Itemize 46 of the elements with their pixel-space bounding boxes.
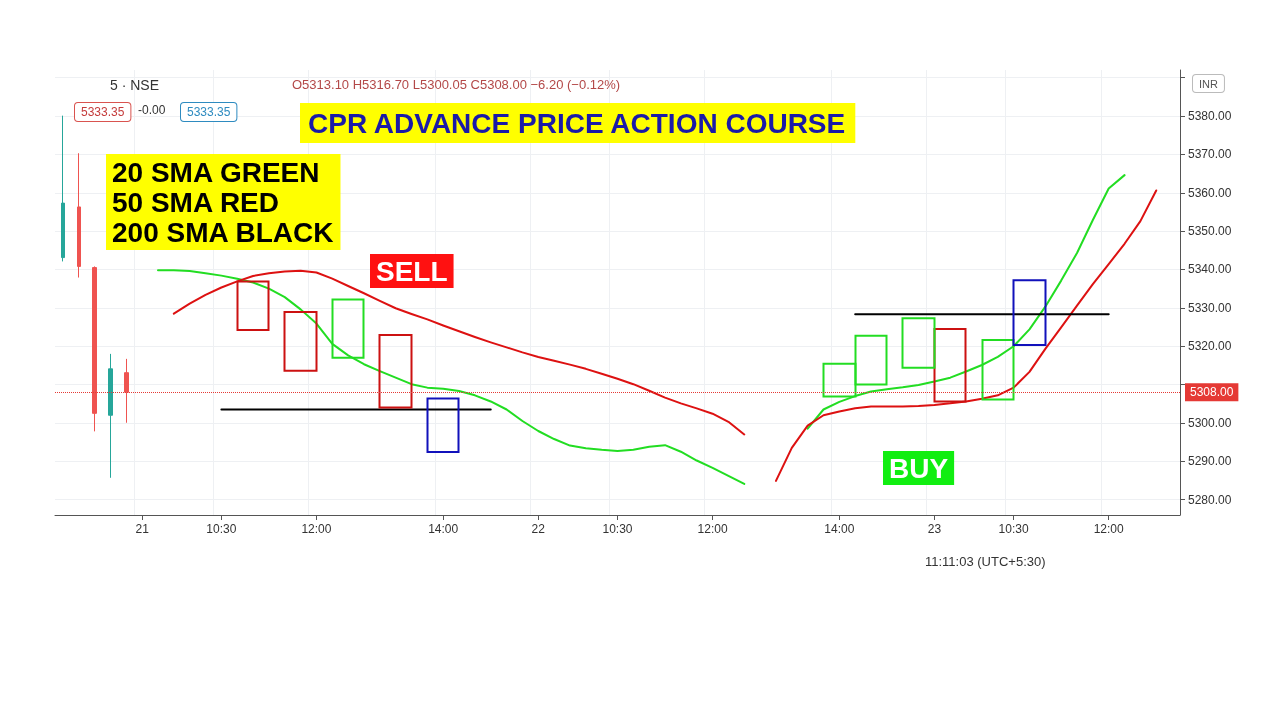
x-tick-label: 10:30 xyxy=(998,522,1029,536)
x-tick-label: 10:30 xyxy=(206,522,237,536)
annotation: -0.00 xyxy=(138,103,166,117)
annotation: 5 · NSE xyxy=(110,77,160,93)
y-tick-label: 5290.00 xyxy=(1188,454,1232,469)
y-tick-label: 5320.00 xyxy=(1188,339,1232,354)
x-tick-label: 14:00 xyxy=(428,522,459,536)
text: 11:11:03 (UTC+5:30) xyxy=(925,554,1046,569)
x-tick-label: 10:30 xyxy=(602,522,633,536)
x-tick-label: 12:00 xyxy=(1093,522,1125,536)
candlestick xyxy=(1012,279,1047,347)
ref-line-label: 5308.00 xyxy=(1190,385,1234,400)
y-tick-label: 5380.00 xyxy=(1188,109,1232,124)
annotation: 20 SMA GREEN 50 SMA RED 200 SMA BLACK xyxy=(112,156,334,248)
y-tick-label: 5340.00 xyxy=(1188,262,1232,277)
candlestick xyxy=(92,265,97,432)
candlestick xyxy=(331,298,365,359)
x-tick-label: 14:00 xyxy=(824,522,855,536)
candlestick xyxy=(981,339,1015,401)
y-tick-label: 5280.00 xyxy=(1188,492,1232,507)
y-tick-label: 5370.00 xyxy=(1188,147,1232,162)
candlestick xyxy=(124,358,129,424)
candlestick xyxy=(426,397,460,454)
candlestick xyxy=(61,115,65,262)
candlestick xyxy=(378,334,413,409)
candlestick xyxy=(108,353,113,479)
x-tick-label: 23 xyxy=(927,522,942,536)
x-tick-label: 22 xyxy=(531,522,546,536)
y-tick-label: 5330.00 xyxy=(1188,300,1232,315)
text: INR xyxy=(1199,77,1218,90)
candlestick xyxy=(283,311,318,372)
annotation: SELL xyxy=(376,255,448,287)
candlestick xyxy=(236,280,270,332)
x-tick-label: 12:00 xyxy=(697,522,728,536)
annotation: BUY xyxy=(889,452,949,484)
x-tick-label: 21 xyxy=(135,522,150,536)
y-tick-label: 5300.00 xyxy=(1188,415,1232,430)
annotation: 5333.35 xyxy=(81,105,125,119)
candlestick xyxy=(901,317,936,369)
y-tick-label: 5350.00 xyxy=(1188,224,1232,239)
candlestick xyxy=(77,152,81,279)
x-tick-label: 12:00 xyxy=(301,522,332,536)
y-tick-label: 5360.00 xyxy=(1188,185,1232,200)
text: CPR ADVANCE PRICE ACTION COURSE xyxy=(308,107,846,139)
annotation: 5333.35 xyxy=(187,105,231,119)
annotation: O5313.10 H5316.70 L5300.05 C5308.00 −6.20 (−0.12%) xyxy=(292,77,621,92)
